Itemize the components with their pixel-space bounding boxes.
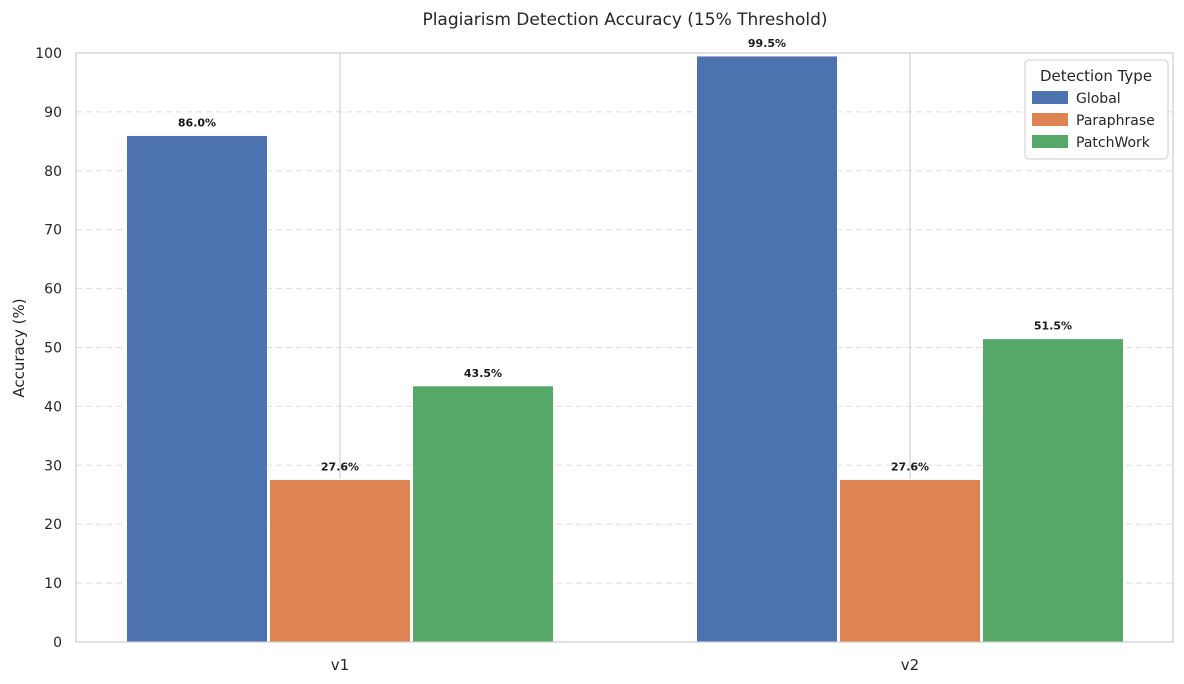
y-tick-label: 60: [44, 282, 62, 298]
x-axis-ticks: v1 v2: [331, 656, 919, 674]
legend-swatch-patchwork: [1032, 135, 1068, 148]
bars: [126, 55, 1124, 643]
legend-label-paraphrase: Paraphrase: [1076, 113, 1155, 129]
bar-paraphrase-v1: [269, 478, 411, 643]
data-label: 27.6%: [321, 460, 359, 473]
data-labels: 86.0% 99.5% 27.6% 27.6% 43.5% 51.5%: [178, 37, 1072, 473]
legend-title: Detection Type: [1040, 67, 1152, 85]
bar-global-v2: [696, 55, 838, 643]
legend-box: [1024, 59, 1169, 160]
legend: Detection Type Global Paraphrase PatchWork: [1024, 59, 1169, 160]
chart-title: Plagiarism Detection Accuracy (15% Thres…: [422, 10, 827, 30]
legend-label-patchwork: PatchWork: [1076, 135, 1151, 151]
y-tick-label: 80: [44, 164, 62, 180]
bar-global-v1: [126, 134, 268, 643]
y-tick-label: 30: [44, 458, 62, 474]
legend-items: Global Paraphrase PatchWork: [1032, 91, 1155, 151]
y-tick-label: 70: [44, 223, 62, 239]
data-label: 86.0%: [178, 116, 216, 129]
data-label: 51.5%: [1034, 320, 1072, 333]
x-tick-label: v1: [331, 656, 349, 674]
y-tick-label: 50: [44, 341, 62, 357]
y-tick-label: 10: [44, 576, 62, 592]
y-axis-ticks: 0 10 20 30 40 50 60 70 80 90 100: [35, 46, 62, 651]
data-label: 27.6%: [891, 460, 929, 473]
legend-label-global: Global: [1076, 91, 1121, 107]
plot-frame: [75, 52, 1174, 643]
legend-swatch-paraphrase: [1032, 113, 1068, 126]
y-axis-label: Accuracy (%): [10, 298, 28, 397]
y-tick-label: 100: [35, 46, 62, 62]
y-tick-label: 20: [44, 517, 62, 533]
bar-paraphrase-v2: [839, 478, 981, 643]
y-tick-label: 90: [44, 105, 62, 121]
y-tick-label: 40: [44, 399, 62, 415]
data-label: 99.5%: [748, 37, 786, 50]
legend-swatch-global: [1032, 91, 1068, 104]
data-label: 43.5%: [464, 367, 502, 380]
y-tick-label: 0: [53, 635, 62, 651]
bar-patchwork-v2: [982, 338, 1124, 643]
bar-patchwork-v1: [412, 385, 554, 643]
x-tick-label: v2: [901, 656, 919, 674]
